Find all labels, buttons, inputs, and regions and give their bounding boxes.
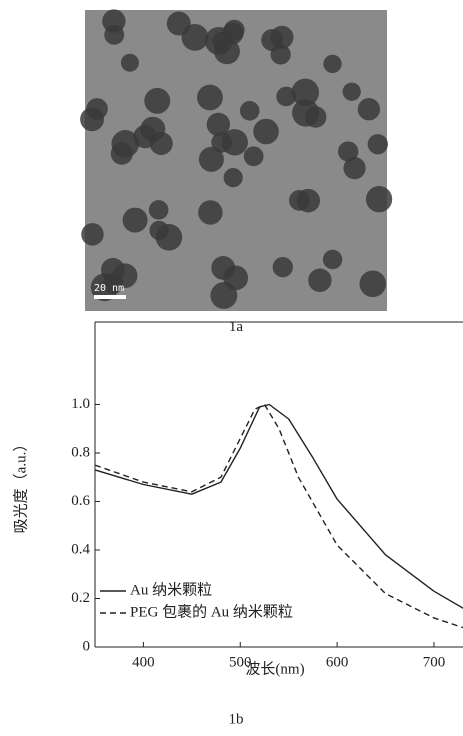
particle: [221, 22, 244, 45]
particle: [292, 99, 320, 127]
y-tick-label: 0.8: [71, 444, 90, 460]
x-tick-label: 400: [132, 654, 155, 670]
particle: [367, 134, 388, 155]
particle: [197, 84, 223, 111]
particle: [122, 207, 148, 233]
particle: [239, 101, 260, 121]
particle: [80, 107, 104, 132]
x-axis-label: 波长(nm): [245, 660, 304, 677]
particle: [337, 141, 359, 162]
particle: [198, 146, 224, 172]
particle: [214, 38, 240, 65]
particle: [308, 268, 332, 293]
particle: [223, 168, 243, 188]
particle: [322, 249, 343, 270]
y-tick-label: 0.2: [71, 590, 90, 606]
particle: [291, 78, 320, 107]
particle: [112, 263, 138, 289]
particle: [323, 54, 342, 74]
particle: [276, 86, 297, 107]
particle: [342, 82, 361, 101]
particle: [166, 11, 191, 36]
particle: [210, 282, 238, 309]
particle: [365, 186, 393, 213]
particle: [144, 87, 171, 114]
particle: [289, 190, 310, 211]
particle: [198, 200, 223, 225]
particle: [110, 142, 133, 165]
caption: 1a: [229, 319, 244, 335]
particle: [253, 118, 279, 145]
series-line: [94, 403, 463, 629]
scale-bar-label: 20 nm: [94, 283, 124, 294]
y-tick-label: 1.0: [71, 396, 90, 412]
x-tick-label: 600: [326, 654, 349, 670]
particle: [81, 223, 104, 246]
y-tick-label: 0: [83, 638, 91, 654]
particle: [211, 132, 232, 153]
particle: [120, 53, 139, 72]
y-tick-label: 0.6: [71, 493, 90, 509]
x-tick-label: 700: [423, 654, 446, 670]
particle: [104, 24, 125, 45]
particle: [343, 157, 366, 180]
particle: [357, 98, 381, 121]
particle: [261, 29, 284, 52]
particle: [148, 200, 169, 220]
legend-label: PEG 包裹的 Au 纳米颗粒: [130, 603, 293, 620]
y-axis-label: 吸光度（a.u.）: [12, 437, 29, 534]
particle: [155, 224, 183, 251]
particle: [359, 270, 387, 298]
scale-bar: [94, 295, 126, 299]
particle: [206, 112, 231, 137]
nanoparticles: [80, 9, 393, 309]
legend-label: Au 纳米颗粒: [130, 581, 212, 598]
particle: [140, 116, 166, 142]
particle: [243, 146, 264, 167]
particle: [272, 257, 293, 278]
x-tick-label: 500: [229, 654, 252, 670]
caption: 1b: [229, 711, 244, 727]
series-line: [94, 403, 463, 609]
y-tick-label: 0.4: [71, 541, 90, 557]
